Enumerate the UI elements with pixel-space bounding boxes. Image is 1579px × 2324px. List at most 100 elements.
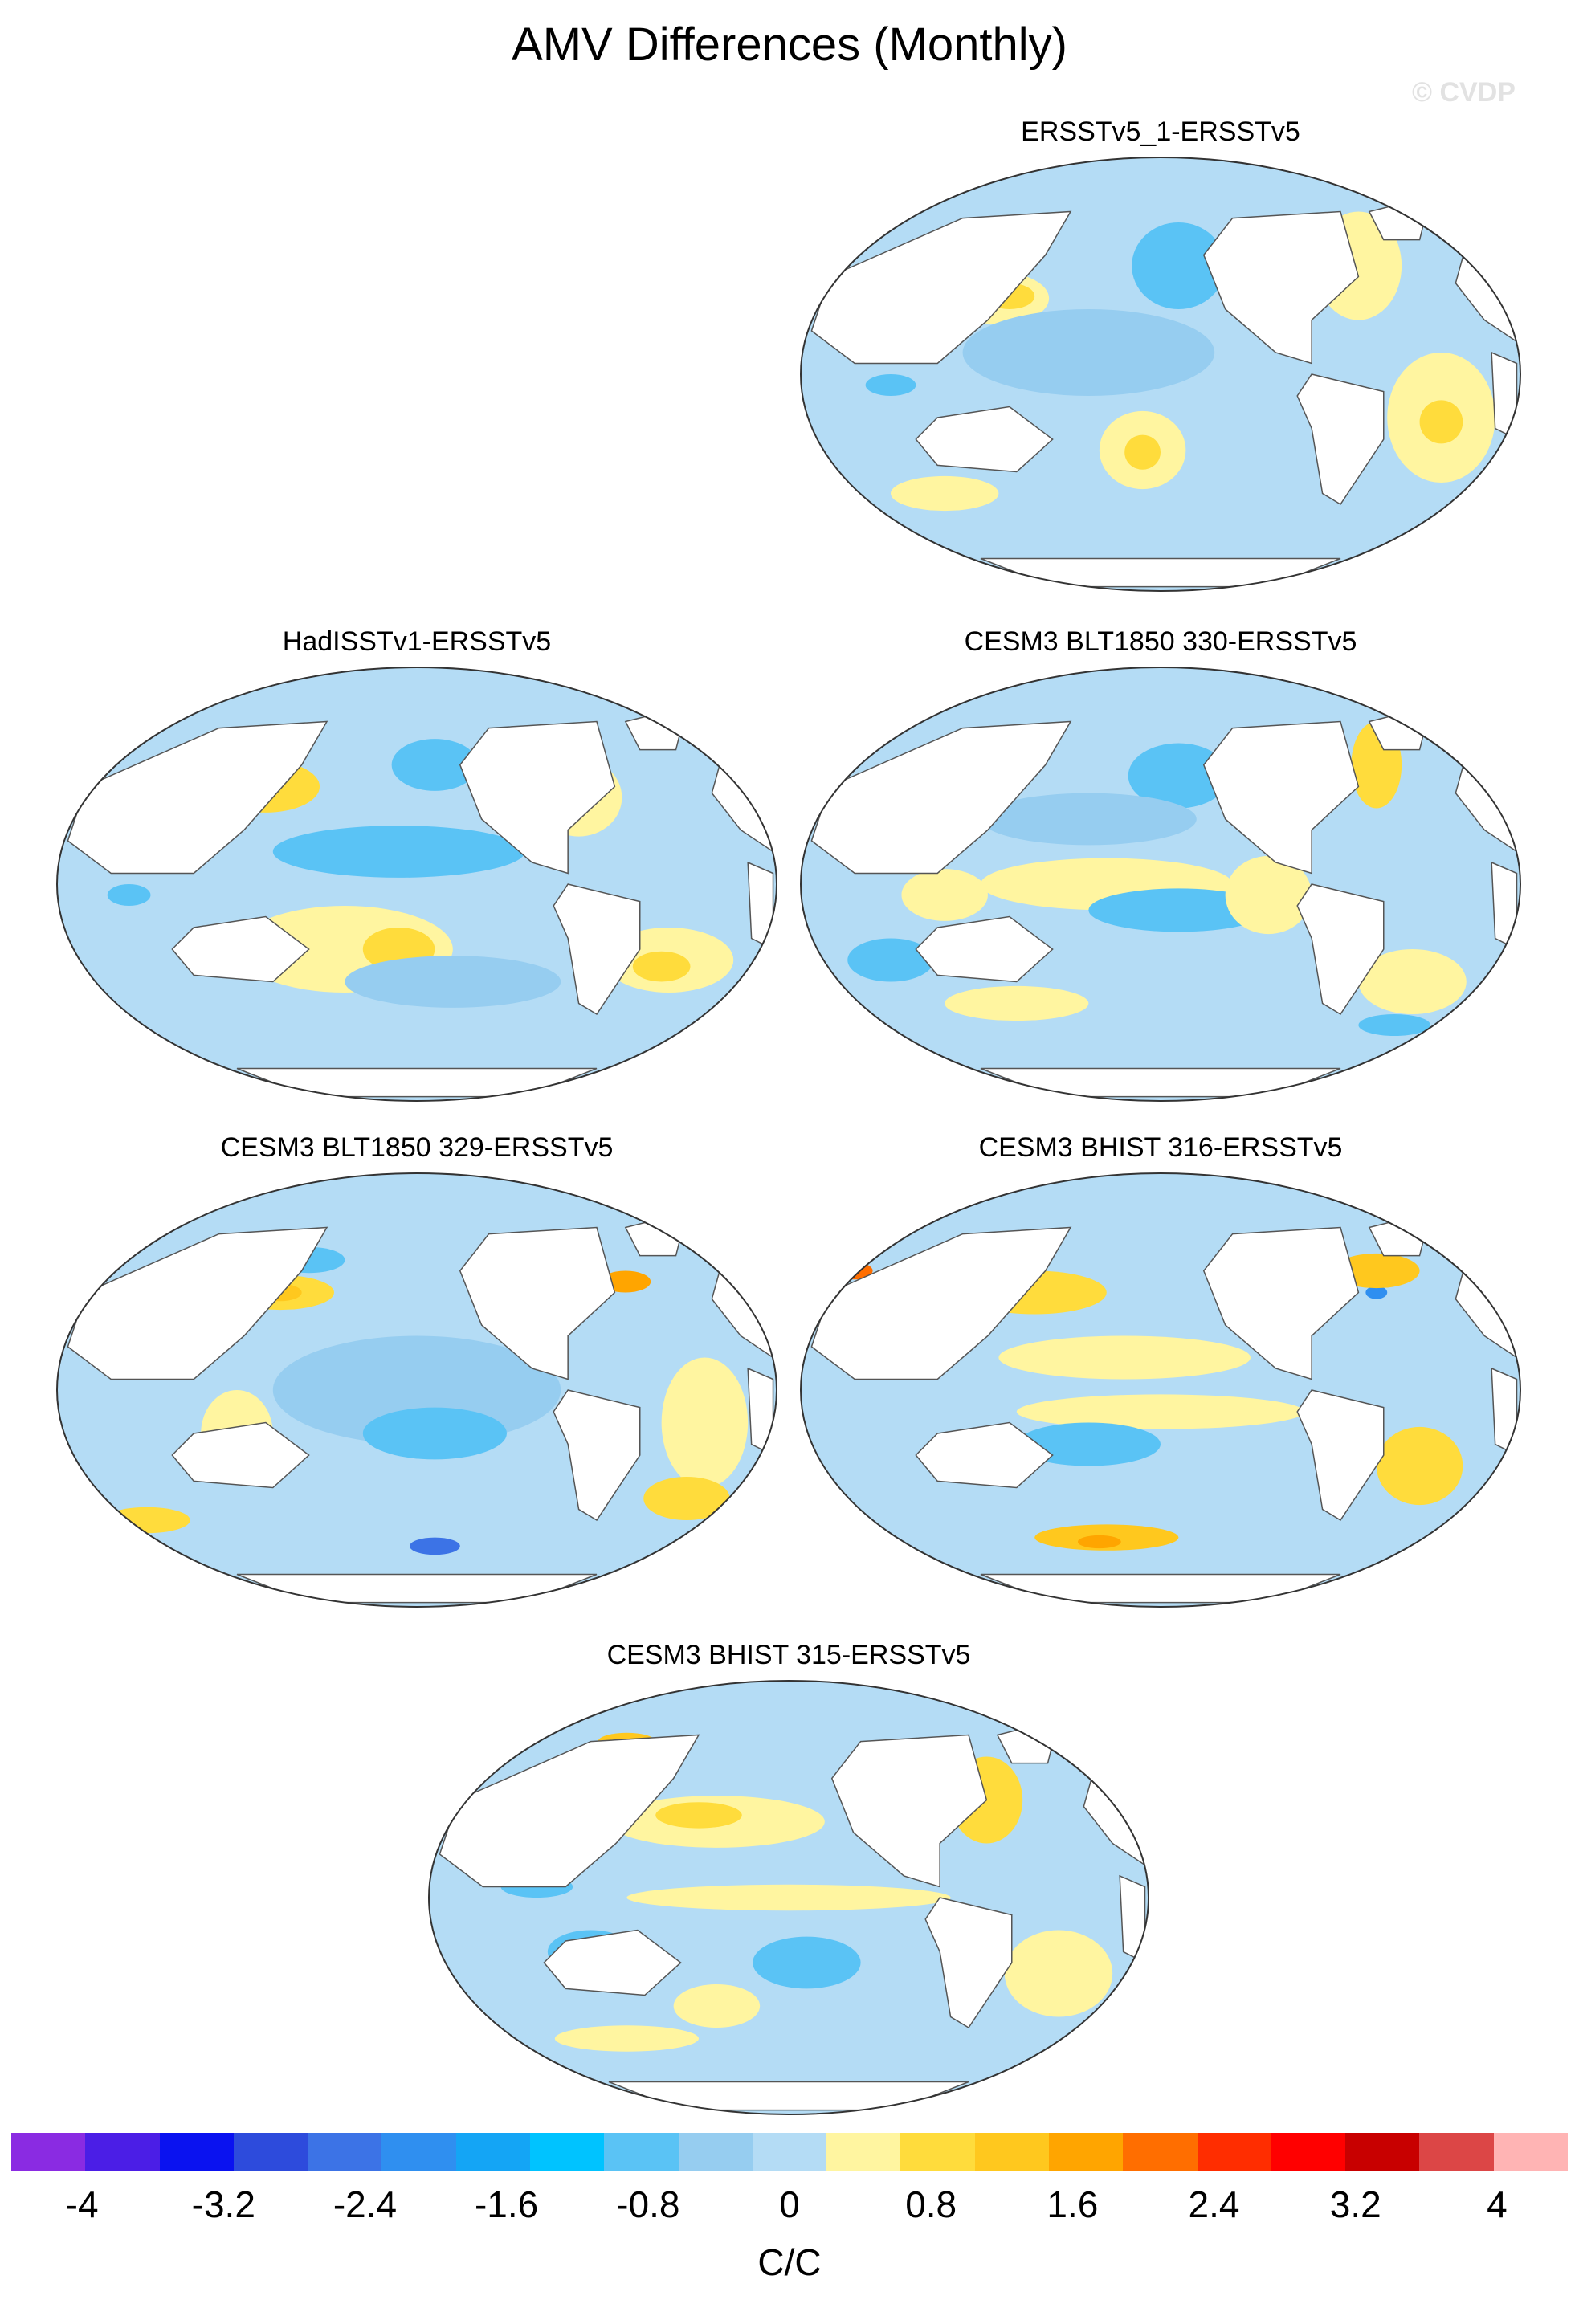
landmass — [980, 557, 1341, 588]
landmass — [236, 1573, 598, 1604]
landmass — [915, 1421, 1054, 1489]
panel-title: CESM3 BHIST 315-ERSSTv5 — [606, 1640, 971, 1670]
landmass — [1119, 1874, 1146, 1964]
anomaly-contour — [981, 793, 1197, 846]
colorbar-tick-label: 2.4 — [1188, 2183, 1240, 2225]
anomaly-contour — [1016, 1394, 1305, 1429]
anomaly-contour — [272, 826, 525, 878]
anomaly-contour — [632, 951, 691, 982]
colorbar-tick-label: -4 — [65, 2183, 99, 2225]
map-border — [800, 157, 1521, 592]
map-panel-blt1850-329: CESM3 BLT1850 329-ERSSTv5 — [51, 1132, 782, 1614]
anomaly-contour — [962, 309, 1215, 396]
anomaly-contour — [626, 1884, 951, 1911]
landmass — [608, 2081, 969, 2111]
colorbar-swatch — [233, 2133, 308, 2171]
robinson-map — [800, 1172, 1521, 1608]
landmass — [1491, 1367, 1518, 1457]
panel-title: CESM3 BLT1850 330-ERSSTv5 — [964, 626, 1357, 657]
landmass — [553, 883, 641, 1016]
colorbar-swatch — [381, 2133, 456, 2171]
anomaly-contour — [891, 475, 999, 512]
map-panel-blt1850-330: CESM3 BLT1850 330-ERSSTv5 — [795, 626, 1526, 1108]
landmass — [459, 1226, 616, 1380]
colorbar-swatch — [752, 2133, 827, 2171]
anomaly-contour — [1358, 949, 1467, 1014]
panel-title: CESM3 BHIST 316-ERSSTv5 — [978, 1132, 1343, 1163]
ocean-field — [57, 667, 777, 1101]
landmass — [1202, 720, 1360, 875]
anomaly-contour — [1358, 1014, 1430, 1036]
anomaly-contour — [661, 1357, 749, 1488]
landmass — [236, 1067, 598, 1098]
colorbar-tick-label: -0.8 — [616, 2183, 680, 2225]
map-panel-hadisst: HadISSTv1-ERSSTv5 — [51, 626, 782, 1108]
anomaly-contour — [1088, 888, 1269, 932]
landmass — [980, 1067, 1341, 1098]
anomaly-contour — [643, 1477, 730, 1520]
panel-title: CESM3 BLT1850 329-ERSSTv5 — [220, 1132, 614, 1163]
colorbar-swatch — [604, 2133, 679, 2171]
colorbar-swatch — [974, 2133, 1049, 2171]
anomaly-contour — [901, 869, 988, 921]
landmass — [1202, 1226, 1360, 1380]
anomaly-contour — [998, 1335, 1251, 1380]
landmass — [171, 1421, 310, 1489]
anomaly-contour — [1124, 434, 1161, 470]
anomaly-contour — [945, 985, 1089, 1021]
colorbar-swatch — [826, 2133, 901, 2171]
landmass — [747, 1367, 774, 1457]
anomaly-contour — [1132, 222, 1226, 309]
colorbar-swatch — [85, 2133, 160, 2171]
colorbar-swatch — [1048, 2133, 1124, 2171]
colorbar-tick-label: 1.6 — [1047, 2183, 1099, 2225]
landmass — [830, 1734, 988, 1888]
landmass — [67, 720, 328, 875]
colorbar-tick-label: 0 — [779, 2183, 800, 2225]
map-border — [56, 1172, 777, 1608]
landmass — [915, 915, 1054, 983]
colorbar-swatch — [678, 2133, 753, 2171]
anomaly-contour — [865, 374, 916, 396]
colorbar-ticks: -4 -3.2 -2.4 -1.6 -0.8 0 0.8 1.6 2.4 3.2 4 — [11, 2183, 1568, 2231]
landmass — [747, 861, 774, 951]
colorbar-swatch — [159, 2133, 234, 2171]
anomaly-contour — [345, 956, 561, 1008]
anomaly-contour — [1419, 400, 1463, 444]
map-panel-ersstv5-1: ERSSTv5_1-ERSSTv5 — [795, 116, 1526, 598]
colorbar-swatch — [1197, 2133, 1271, 2171]
colorbar-units: C/C — [757, 2241, 822, 2283]
anomaly-contour — [1376, 1426, 1463, 1506]
landmass — [1491, 861, 1518, 951]
panel-title: HadISSTv1-ERSSTv5 — [282, 626, 552, 657]
anomaly-contour — [362, 1407, 507, 1460]
robinson-map — [56, 1172, 777, 1608]
anomaly-contour — [554, 2025, 699, 2052]
colorbar-tick-label: 4 — [1487, 2183, 1508, 2225]
colorbar-tick-label: 0.8 — [905, 2183, 957, 2225]
colorbar-swatch — [1345, 2133, 1420, 2171]
landmass — [915, 406, 1054, 473]
anomaly-contour — [847, 938, 934, 982]
landmass — [553, 1389, 641, 1522]
robinson-map — [428, 1680, 1149, 2115]
anomaly-contour — [655, 1802, 742, 1829]
colorbar-swatch — [1493, 2133, 1568, 2171]
colorbar-swatch — [455, 2133, 530, 2171]
anomaly-contour — [1365, 1286, 1388, 1299]
colorbar-swatch — [900, 2133, 975, 2171]
robinson-map — [56, 667, 777, 1102]
map-border — [800, 667, 1521, 1102]
landmass — [439, 1734, 700, 1888]
anomaly-contour — [753, 1936, 861, 1989]
anomaly-contour — [391, 739, 479, 791]
colorbar-tick-label: -2.4 — [333, 2183, 398, 2225]
map-border — [56, 667, 777, 1102]
anomaly-contour — [1077, 1535, 1121, 1549]
colorbar-tick-label: -3.2 — [191, 2183, 255, 2225]
map-border — [800, 1172, 1521, 1608]
landmass — [1202, 210, 1360, 365]
landmass — [810, 210, 1072, 365]
colorbar-tick-label: -1.6 — [474, 2183, 539, 2225]
colorbar-swatch — [529, 2133, 605, 2171]
